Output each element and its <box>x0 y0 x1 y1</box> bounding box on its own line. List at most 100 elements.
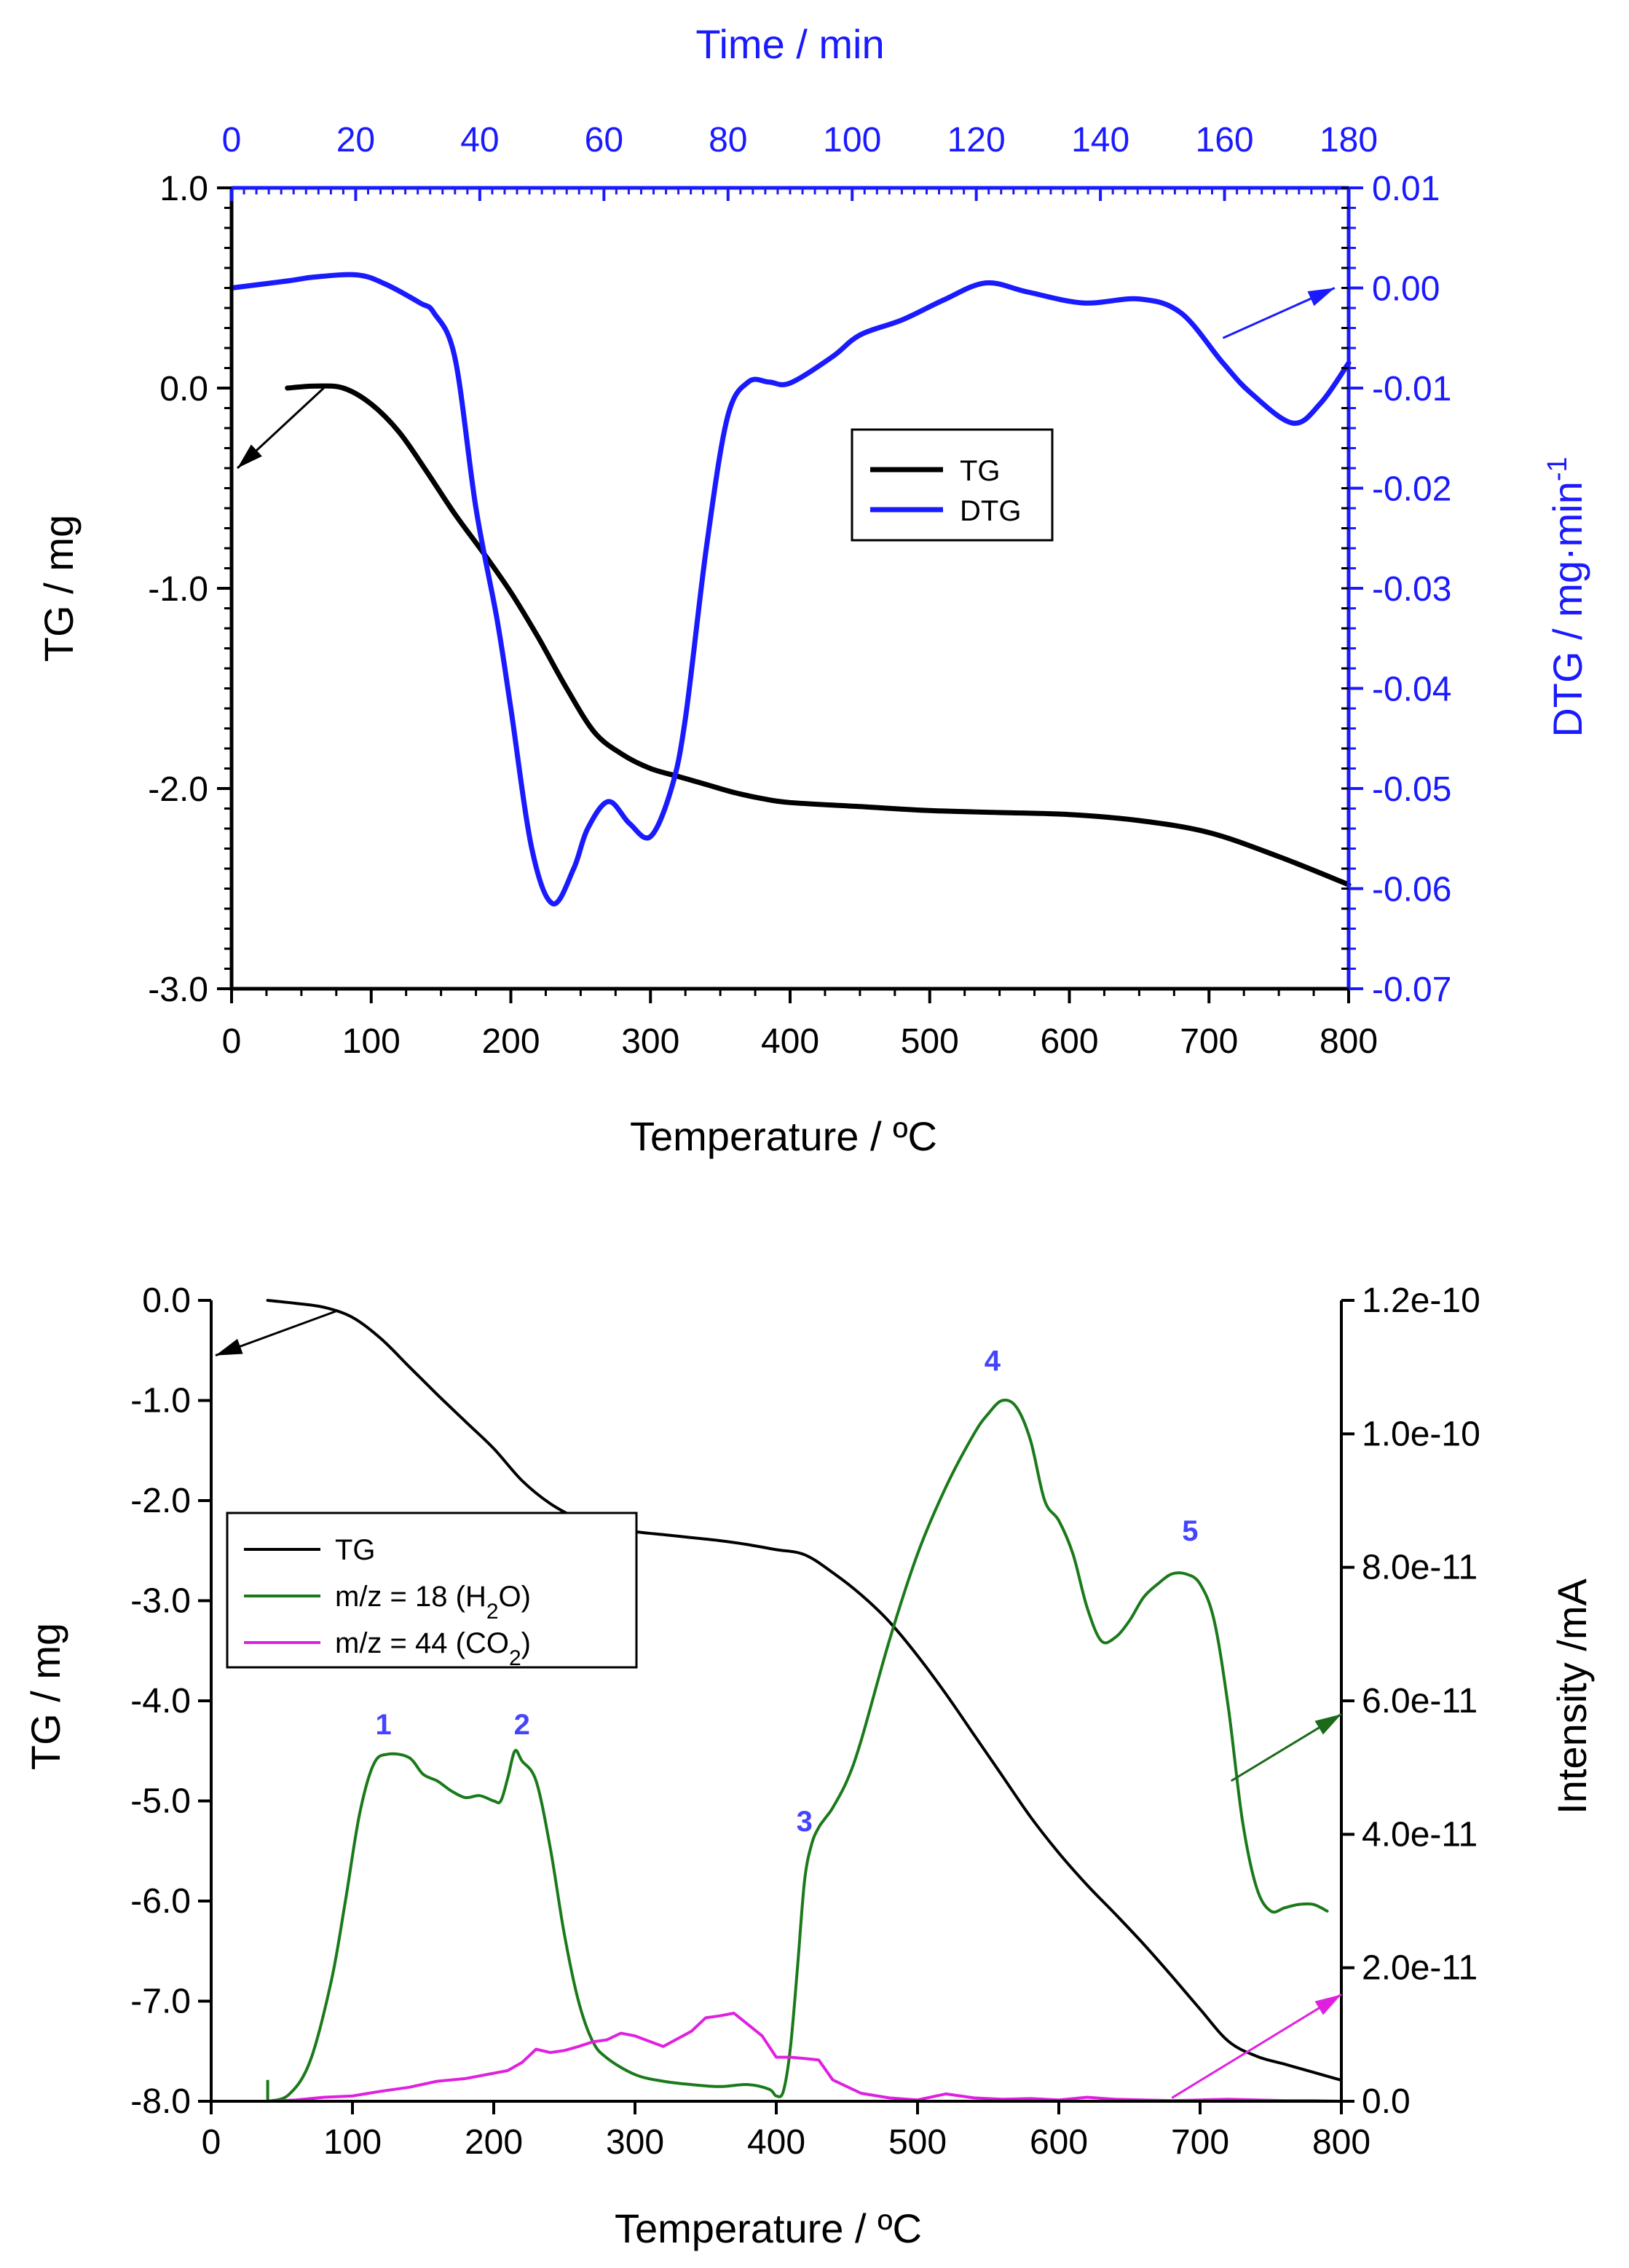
top-chart: 0 100 200 300 400 500 600 700 800 0 20 40 60 80 100 120… <box>36 21 1590 1159</box>
top-time-tick-label: 80 <box>709 121 747 159</box>
top-time-tick-label: 160 <box>1196 121 1254 159</box>
top-yr-tick-label: -0.02 <box>1372 470 1451 509</box>
bottom-chart: 0 100 200 300 400 500 600 700 800 -8.0 -7.0 -6.0 -5.… <box>23 1281 1595 2251</box>
top-series-line-tg <box>285 383 1352 888</box>
top-y-left-title: TG / mg <box>36 515 82 662</box>
top-time-tick-label: 120 <box>947 121 1006 159</box>
top-x-tick-label: 100 <box>342 1022 401 1061</box>
bottom-yr-tick-label: 0.0 <box>1362 2082 1411 2121</box>
top-time-tick-label: 180 <box>1320 121 1378 159</box>
bottom-legend-h2o-pre: m/z = 18 (H <box>335 1581 486 1613</box>
top-series-layer <box>229 272 1352 906</box>
top-tick-layer: 0 100 200 300 400 500 600 700 800 0 20 40 60 80 100 120… <box>148 121 1451 1061</box>
bottom-legend-co2-sub: 2 <box>509 1646 521 1670</box>
top-x-tick-label: 700 <box>1180 1022 1238 1061</box>
top-tg-axis-arrow <box>236 387 325 470</box>
bottom-x-tick-label: 100 <box>323 2123 382 2162</box>
top-yl-tick-label: -3.0 <box>148 971 208 1009</box>
top-x-tick-label: 600 <box>1040 1022 1098 1061</box>
top-yl-tick-label: 0.0 <box>159 370 208 408</box>
bottom-yr-tick-label: 6.0e-11 <box>1362 1682 1478 1720</box>
top-legend-label-dtg: DTG <box>960 495 1021 527</box>
bottom-peak-label: 1 <box>376 1709 392 1741</box>
bottom-co2-axis-arrow-head <box>1314 1994 1341 2015</box>
bottom-series-line-h2o <box>266 1399 1329 2103</box>
bottom-series-line-tg <box>266 1299 1343 2082</box>
bottom-yl-tick-label: -5.0 <box>130 1782 191 1821</box>
top-yr-tick-label: 0.01 <box>1372 170 1440 208</box>
bottom-peak-label: 5 <box>1182 1515 1198 1547</box>
top-x-tick-label: 800 <box>1320 1022 1378 1061</box>
top-y-right-title-sup: -1 <box>1542 457 1573 481</box>
top-dtg-axis-arrow <box>1222 287 1336 339</box>
top-yr-tick-label: -0.04 <box>1372 671 1451 709</box>
top-x-axis-title: Temperature / ºC <box>630 1113 937 1159</box>
top-legend-box <box>851 428 1054 542</box>
bottom-x-tick-label: 700 <box>1171 2123 1229 2162</box>
top-tg-axis-arrow-head <box>237 444 262 468</box>
bottom-legend-label-co2: m/z = 44 (CO2) <box>335 1627 531 1670</box>
bottom-peak-label: 4 <box>985 1345 1001 1377</box>
bottom-yl-tick-label: -8.0 <box>130 2082 191 2121</box>
bottom-x-tick-label: 600 <box>1030 2123 1088 2162</box>
bottom-x-axis-title: Temperature / ºC <box>615 2205 922 2251</box>
top-x-tick-label: 400 <box>761 1022 819 1061</box>
top-yl-tick-label: -1.0 <box>148 570 208 609</box>
top-x-tick-label: 200 <box>481 1022 540 1061</box>
bottom-x-tick-label: 800 <box>1312 2123 1370 2162</box>
bottom-series-line-co2 <box>266 2012 1343 2103</box>
bottom-h2o-axis-arrow-head <box>1314 1714 1341 1735</box>
bottom-legend-h2o-sub: 2 <box>486 1600 499 1624</box>
top-time-tick-label: 20 <box>336 121 375 159</box>
top-yr-tick-label: 0.00 <box>1372 270 1440 309</box>
top-time-axis-title: Time / min <box>695 21 884 67</box>
bottom-legend: TG m/z = 18 (H2O) m/z = 44 (CO2) <box>226 1512 638 1670</box>
bottom-yr-tick-label: 1.2e-10 <box>1362 1281 1480 1320</box>
bottom-tg-axis-arrow-head <box>216 1338 243 1356</box>
bottom-x-tick-label: 0 <box>202 2123 221 2162</box>
top-yr-tick-label: -0.05 <box>1372 770 1451 809</box>
top-time-tick-label: 0 <box>222 121 242 159</box>
top-x-tick-label: 0 <box>222 1022 242 1061</box>
top-time-tick-label: 40 <box>460 121 499 159</box>
bottom-series-layer <box>266 1299 1343 2103</box>
top-yr-tick-label: -0.03 <box>1372 570 1451 609</box>
bottom-yl-tick-label: -4.0 <box>130 1682 191 1720</box>
bottom-yr-tick-label: 8.0e-11 <box>1362 1549 1478 1587</box>
bottom-yr-tick-label: 4.0e-11 <box>1362 1815 1478 1854</box>
top-time-tick-label: 140 <box>1071 121 1129 159</box>
top-yr-tick-label: -0.01 <box>1372 370 1451 408</box>
top-arrow-layer <box>236 287 1336 470</box>
top-y-right-title: DTG / mg·min-1 <box>1542 457 1590 737</box>
bottom-yr-tick-label: 1.0e-10 <box>1362 1415 1480 1453</box>
bottom-yl-tick-label: 0.0 <box>142 1281 191 1320</box>
bottom-co2-axis-arrow-shaft <box>1171 1994 1342 2099</box>
bottom-legend-label-tg: TG <box>335 1534 376 1566</box>
bottom-legend-h2o-post: O) <box>499 1581 531 1613</box>
bottom-x-tick-label: 200 <box>465 2123 523 2162</box>
top-dtg-axis-arrow-head <box>1307 288 1335 307</box>
bottom-co2-axis-arrow <box>1171 1994 1342 2099</box>
bottom-legend-co2-pre: m/z = 44 (CO <box>335 1627 509 1659</box>
bottom-yl-tick-label: -3.0 <box>130 1582 191 1621</box>
bottom-tg-axis-arrow <box>215 1309 339 1357</box>
top-yr-tick-label: -0.06 <box>1372 871 1451 909</box>
bottom-y-right-title: Intensity /mA <box>1549 1578 1595 1814</box>
bottom-yl-tick-label: -2.0 <box>130 1482 191 1520</box>
top-x-tick-label: 500 <box>901 1022 959 1061</box>
top-x-tick-label: 300 <box>621 1022 679 1061</box>
bottom-x-tick-label: 500 <box>888 2123 947 2162</box>
top-time-tick-label: 60 <box>585 121 623 159</box>
bottom-peak-label: 3 <box>797 1806 813 1838</box>
bottom-arrow-layer <box>215 1309 1342 2099</box>
bottom-y-left-title: TG / mg <box>23 1623 68 1770</box>
top-yl-tick-label: -2.0 <box>148 770 208 809</box>
top-legend: TG DTG <box>851 428 1054 542</box>
top-y-right-title-main: DTG / mg·min <box>1545 481 1590 738</box>
bottom-yr-tick-label: 2.0e-11 <box>1362 1949 1478 1988</box>
top-yl-tick-label: 1.0 <box>159 170 208 208</box>
bottom-h2o-axis-arrow <box>1230 1713 1342 1782</box>
bottom-tick-layer: 0 100 200 300 400 500 600 700 800 -8.0 -7.0 -6.0 -5.… <box>130 1281 1480 2162</box>
top-time-tick-label: 100 <box>823 121 881 159</box>
